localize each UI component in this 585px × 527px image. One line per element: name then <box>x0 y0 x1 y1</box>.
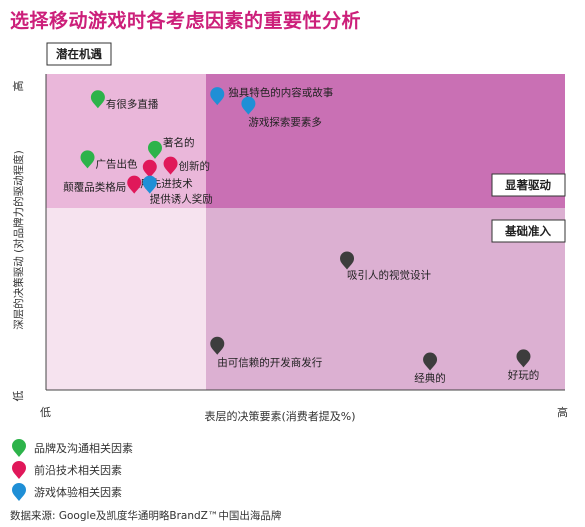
quadrant-top-left <box>46 74 206 208</box>
data-point: 独具特色的内容或故事 <box>210 86 334 106</box>
legend-label-exp: 游戏体验相关因素 <box>34 486 122 499</box>
y-axis-title: 深层的决策驱动 (对品牌力的驱动程度) <box>12 150 25 330</box>
point-marker <box>210 336 225 355</box>
point-marker <box>142 175 157 194</box>
quadrant-bottom-left <box>46 208 206 390</box>
quadrant-label-top-right-box: 显著驱动 <box>491 173 566 197</box>
legend-marker-exp <box>12 483 26 501</box>
point-marker <box>516 349 531 368</box>
x-axis-low-label: 低 <box>40 406 51 419</box>
x-axis-title: 表层的决策要素(消费者提及%) <box>204 409 355 423</box>
data-point: 经典的 <box>414 352 446 385</box>
data-point: 提供诱人奖励 <box>142 175 213 206</box>
legend-label-brand: 品牌及沟通相关因素 <box>34 442 133 455</box>
y-axis-low-label: 低 <box>12 391 25 402</box>
quadrant-label-top-left-box: 潜在机遇 <box>46 42 112 66</box>
legend-item-tech: 前沿技术相关因素 <box>10 459 133 481</box>
axes <box>45 74 565 391</box>
point-marker <box>80 150 95 169</box>
scatter-chart: 潜在机遇 显著驱动 基础准入 低 高 表层的决策要素(消费者提及%) 高 低 深… <box>11 42 568 423</box>
quadrant-label-top-right: 显著驱动 <box>505 178 551 192</box>
point-marker <box>90 90 105 109</box>
legend-item-exp: 游戏体验相关因素 <box>10 481 133 503</box>
source-note: 数据来源: Google及凯度华通明略BrandZ™中国出海品牌 <box>10 510 282 522</box>
quadrant-label-bottom-right-box: 基础准入 <box>491 219 566 243</box>
point-label: 吸引人的视觉设计 <box>347 268 431 281</box>
point-label: 著名的 <box>163 136 195 149</box>
data-point: 好玩的 <box>508 349 540 381</box>
data-point: 有很多直播 <box>90 90 159 110</box>
legend-marker-tech <box>12 461 26 479</box>
data-point: 著名的 <box>147 136 195 159</box>
x-axis-high-label: 高 <box>557 405 568 419</box>
quadrant-label-bottom-right: 基础准入 <box>504 224 551 238</box>
chart-title: 选择移动游戏时各考虑因素的重要性分析 <box>10 10 362 32</box>
point-label: 颠覆品类格局 <box>63 181 126 194</box>
data-point: 颠覆品类格局 <box>63 175 142 194</box>
data-point: 吸引人的视觉设计 <box>340 251 432 281</box>
data-point: 广告出色 <box>80 150 138 170</box>
point-label: 提供诱人奖励 <box>150 193 213 206</box>
legend-label-tech: 前沿技术相关因素 <box>34 464 122 477</box>
point-marker <box>163 156 178 175</box>
point-label: 创新的 <box>179 160 211 173</box>
data-point: 创新的 <box>163 156 211 175</box>
point-label: 游戏探索要素多 <box>248 116 322 129</box>
quadrant-label-top-left: 潜在机遇 <box>56 47 102 61</box>
data-point: 游戏探索要素多 <box>241 96 322 129</box>
point-label: 独具特色的内容或故事 <box>228 86 333 99</box>
point-marker <box>241 96 256 115</box>
point-label: 好玩的 <box>508 368 540 381</box>
data-point: 由可信赖的开发商发行 <box>210 336 323 369</box>
point-marker <box>127 175 142 194</box>
point-marker <box>340 251 355 270</box>
y-axis-high-label: 高 <box>11 81 25 92</box>
point-marker <box>142 159 157 178</box>
legend-marker-brand <box>12 439 26 457</box>
legend-item-brand: 品牌及沟通相关因素 <box>10 437 133 459</box>
point-label: 有很多直播 <box>106 97 159 110</box>
point-marker <box>210 87 225 106</box>
point-marker <box>423 352 438 371</box>
point-label: 经典的 <box>414 372 446 385</box>
point-label: 由可信赖的开发商发行 <box>217 356 322 369</box>
legend: 品牌及沟通相关因素 前沿技术相关因素 游戏体验相关因素 <box>10 437 133 503</box>
point-label: 广告出色 <box>96 157 138 170</box>
point-marker <box>147 140 162 159</box>
